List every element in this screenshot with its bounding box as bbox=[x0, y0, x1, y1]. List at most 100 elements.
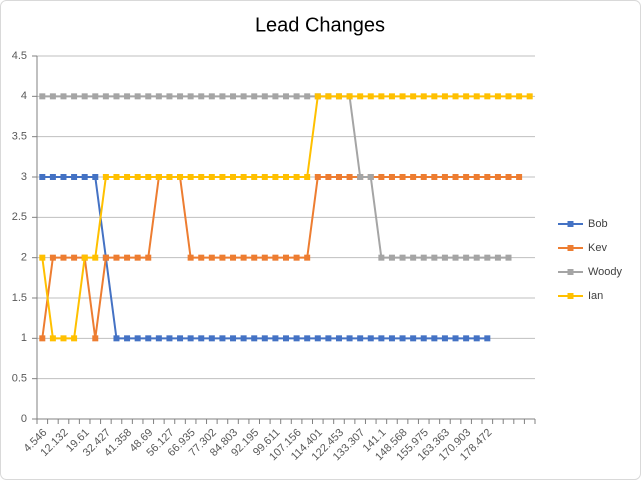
point bbox=[240, 93, 247, 100]
point bbox=[378, 93, 385, 100]
point bbox=[261, 174, 268, 180]
point bbox=[452, 335, 459, 342]
point bbox=[219, 174, 226, 180]
point bbox=[219, 93, 226, 100]
point bbox=[283, 93, 289, 100]
point bbox=[420, 174, 427, 180]
point bbox=[272, 93, 279, 100]
point bbox=[346, 335, 353, 342]
point bbox=[441, 335, 448, 342]
point bbox=[240, 335, 247, 342]
point bbox=[346, 93, 353, 100]
point bbox=[124, 174, 131, 180]
point bbox=[367, 335, 374, 342]
y-tick-label: 2.5 bbox=[12, 211, 27, 223]
point bbox=[505, 254, 512, 261]
point bbox=[526, 93, 533, 100]
point bbox=[208, 254, 215, 261]
point bbox=[155, 335, 162, 342]
point bbox=[81, 174, 88, 180]
point bbox=[145, 93, 152, 100]
point bbox=[134, 254, 141, 261]
point bbox=[388, 335, 395, 342]
point bbox=[113, 174, 120, 180]
point bbox=[272, 254, 279, 261]
point bbox=[198, 335, 205, 342]
point bbox=[452, 174, 459, 180]
point bbox=[60, 254, 67, 261]
point bbox=[187, 254, 194, 261]
point bbox=[452, 93, 459, 100]
point bbox=[441, 254, 448, 261]
point bbox=[134, 174, 141, 180]
point bbox=[187, 93, 194, 100]
point bbox=[208, 335, 215, 342]
y-tick-label: 3 bbox=[21, 171, 27, 183]
point bbox=[92, 254, 99, 261]
point bbox=[293, 93, 300, 100]
point bbox=[473, 93, 480, 100]
point bbox=[198, 174, 205, 180]
point bbox=[251, 93, 258, 100]
point bbox=[399, 93, 406, 100]
y-tick-label: 1 bbox=[21, 332, 27, 344]
point bbox=[293, 254, 300, 261]
point bbox=[113, 254, 120, 261]
point bbox=[113, 93, 120, 100]
point bbox=[293, 174, 300, 180]
point bbox=[378, 335, 385, 342]
point bbox=[304, 93, 311, 100]
point bbox=[399, 254, 406, 261]
point bbox=[261, 335, 268, 342]
legend-marker bbox=[567, 221, 574, 227]
point bbox=[155, 93, 162, 100]
point bbox=[60, 93, 67, 100]
point bbox=[187, 335, 194, 342]
point bbox=[283, 335, 289, 342]
y-tick-label: 2 bbox=[21, 252, 27, 264]
point bbox=[378, 254, 385, 261]
point bbox=[219, 335, 226, 342]
point bbox=[39, 174, 46, 180]
y-tick-label: 0.5 bbox=[12, 373, 27, 385]
point bbox=[505, 93, 512, 100]
point bbox=[272, 335, 279, 342]
point bbox=[388, 254, 395, 261]
point bbox=[272, 174, 279, 180]
point bbox=[251, 174, 258, 180]
point bbox=[71, 93, 78, 100]
point bbox=[494, 174, 501, 180]
series-line bbox=[41, 176, 520, 339]
point bbox=[484, 335, 491, 342]
point bbox=[39, 254, 46, 261]
y-tick-label: 4 bbox=[21, 90, 27, 102]
point bbox=[261, 254, 268, 261]
point bbox=[124, 254, 131, 261]
point bbox=[39, 335, 46, 342]
point bbox=[230, 174, 237, 180]
point bbox=[473, 335, 480, 342]
point bbox=[431, 174, 438, 180]
point bbox=[155, 174, 162, 180]
point bbox=[325, 174, 332, 180]
point bbox=[335, 335, 342, 342]
point bbox=[102, 93, 109, 100]
legend-label: Kev bbox=[588, 242, 607, 254]
point bbox=[39, 93, 46, 100]
point bbox=[463, 174, 470, 180]
point bbox=[71, 254, 78, 261]
point bbox=[187, 174, 194, 180]
point bbox=[102, 174, 109, 180]
point bbox=[81, 254, 88, 261]
point bbox=[314, 93, 321, 100]
point bbox=[251, 335, 258, 342]
point bbox=[335, 174, 342, 180]
point bbox=[484, 254, 491, 261]
point bbox=[251, 254, 258, 261]
point bbox=[177, 174, 184, 180]
point bbox=[219, 254, 226, 261]
point bbox=[473, 254, 480, 261]
point bbox=[463, 254, 470, 261]
y-tick-label: 4.5 bbox=[12, 50, 27, 62]
point bbox=[177, 335, 184, 342]
